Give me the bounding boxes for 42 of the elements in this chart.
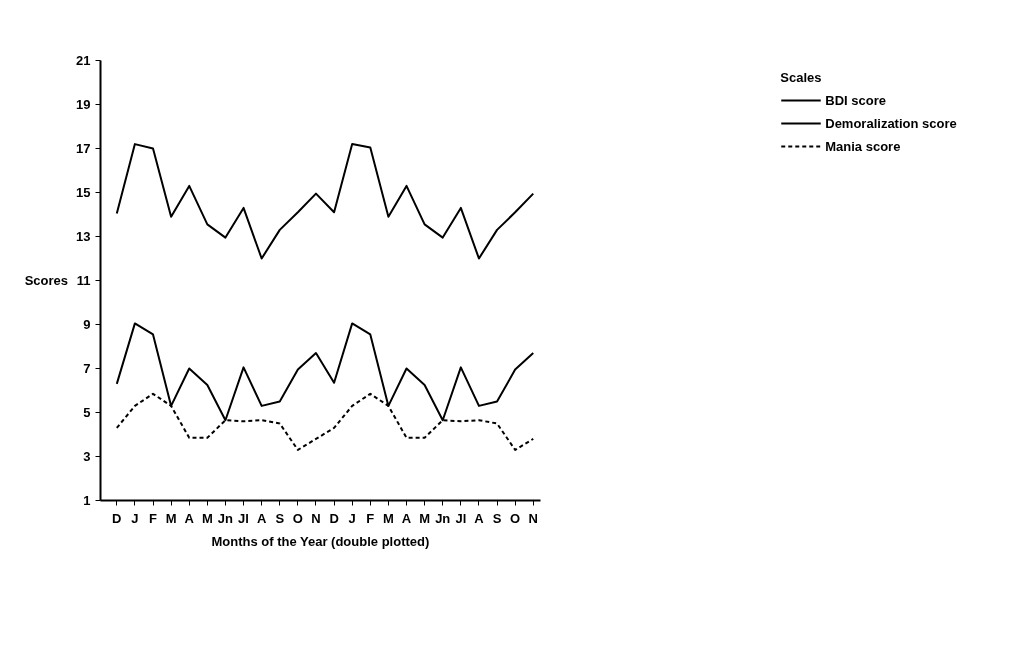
y-tick-label: 13 — [76, 229, 91, 244]
x-tick-label: O — [510, 510, 521, 526]
x-tick-label: A — [184, 510, 195, 526]
x-tick-label: N — [528, 510, 538, 526]
line-series — [115, 143, 535, 260]
x-axis-title: Months of the Year (double plotted) — [211, 533, 430, 549]
legend-title: Scales — [780, 70, 823, 85]
y-tick-label: 21 — [76, 53, 91, 68]
x-tick-label: S — [275, 510, 285, 526]
x-tick-label: S — [492, 510, 502, 526]
y-tick-label: 15 — [76, 185, 91, 200]
x-tick-label: J — [131, 510, 139, 526]
x-tick-label: Jl — [238, 510, 249, 526]
x-tick-label: D — [329, 510, 339, 526]
x-tick-label: A — [474, 510, 485, 526]
legend-label: Demoralization score — [825, 115, 957, 131]
y-tick-label: 17 — [76, 141, 91, 156]
y-tick-label: 19 — [76, 97, 91, 112]
x-tick-label: D — [112, 510, 122, 526]
x-tick-label: M — [201, 510, 213, 526]
x-tick-label: M — [382, 510, 394, 526]
x-tick-label: M — [165, 510, 177, 526]
legend-label: Mania score — [825, 138, 901, 154]
y-tick-label: 3 — [83, 449, 91, 464]
y-axis-title: Scores — [24, 273, 69, 288]
x-tick-label: J — [348, 510, 356, 526]
x-tick-label: F — [149, 510, 158, 526]
x-tick-label: Jn — [435, 510, 451, 526]
x-tick-label: Jn — [217, 510, 234, 526]
x-tick-label: N — [311, 510, 321, 526]
y-tick-label: 9 — [83, 317, 91, 332]
y-tick-label: 11 — [76, 273, 91, 288]
y-tick-label: 7 — [83, 361, 91, 376]
x-tick-label: O — [292, 510, 303, 526]
x-tick-label: F — [366, 510, 375, 526]
x-tick-label: Jl — [455, 510, 467, 526]
x-tick-label: M — [419, 510, 431, 526]
legend-label: BDI score — [825, 92, 886, 108]
y-tick-label: 5 — [83, 405, 91, 420]
x-tick-label: A — [401, 510, 412, 526]
y-tick-label: 1 — [83, 493, 91, 508]
x-tick-label: A — [256, 510, 267, 526]
